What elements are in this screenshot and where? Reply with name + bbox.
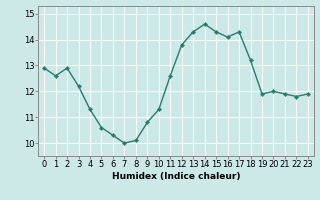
X-axis label: Humidex (Indice chaleur): Humidex (Indice chaleur) — [112, 172, 240, 181]
